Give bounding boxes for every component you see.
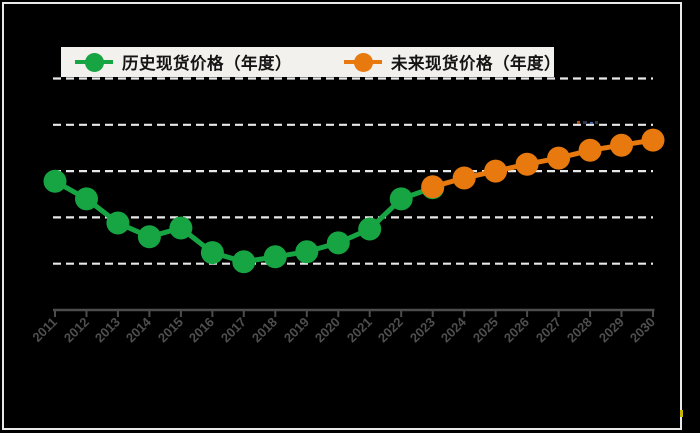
chart-frame-border xyxy=(2,2,682,430)
historical-data-point xyxy=(295,240,319,264)
legend-label-future: 未来现货价格（年度） xyxy=(391,55,561,73)
future-data-point xyxy=(484,159,508,183)
future-series-marker-icon xyxy=(344,52,382,72)
historical-series-circle-swatch xyxy=(84,52,104,72)
historical-data-point xyxy=(200,241,224,265)
historical-data-point xyxy=(232,250,256,274)
future-series-circle-swatch xyxy=(353,52,373,72)
historical-data-point xyxy=(326,231,350,255)
historical-data-point xyxy=(43,169,67,193)
speck-artifact xyxy=(595,121,598,124)
speck-artifact xyxy=(583,121,587,124)
historical-data-point xyxy=(169,216,193,240)
future-data-point xyxy=(421,175,445,199)
historical-data-point xyxy=(389,187,413,211)
future-data-point xyxy=(610,133,633,157)
legend-label-historical: 历史现货价格（年度） xyxy=(122,55,292,73)
future-data-point xyxy=(547,146,571,170)
speck-artifact xyxy=(590,122,593,124)
historical-series-marker-icon xyxy=(75,52,113,72)
future-data-point xyxy=(578,138,602,162)
legend-item-historical-price[interactable]: 历史现货价格（年度） xyxy=(75,47,292,77)
future-data-point xyxy=(641,128,665,152)
legend-item-future-price[interactable]: 未来现货价格（年度） xyxy=(344,47,561,77)
future-data-point xyxy=(452,166,476,190)
historical-data-point xyxy=(75,187,98,211)
border-speck-artifact xyxy=(680,410,683,417)
historical-data-point xyxy=(358,217,382,241)
future-data-point xyxy=(515,152,539,176)
speck-artifact xyxy=(577,121,580,124)
historical-data-point xyxy=(137,225,161,249)
chart-legend: 历史现货价格（年度） 未来现货价格（年度） xyxy=(61,47,561,77)
historical-data-point xyxy=(263,245,287,269)
historical-data-point xyxy=(106,211,130,235)
